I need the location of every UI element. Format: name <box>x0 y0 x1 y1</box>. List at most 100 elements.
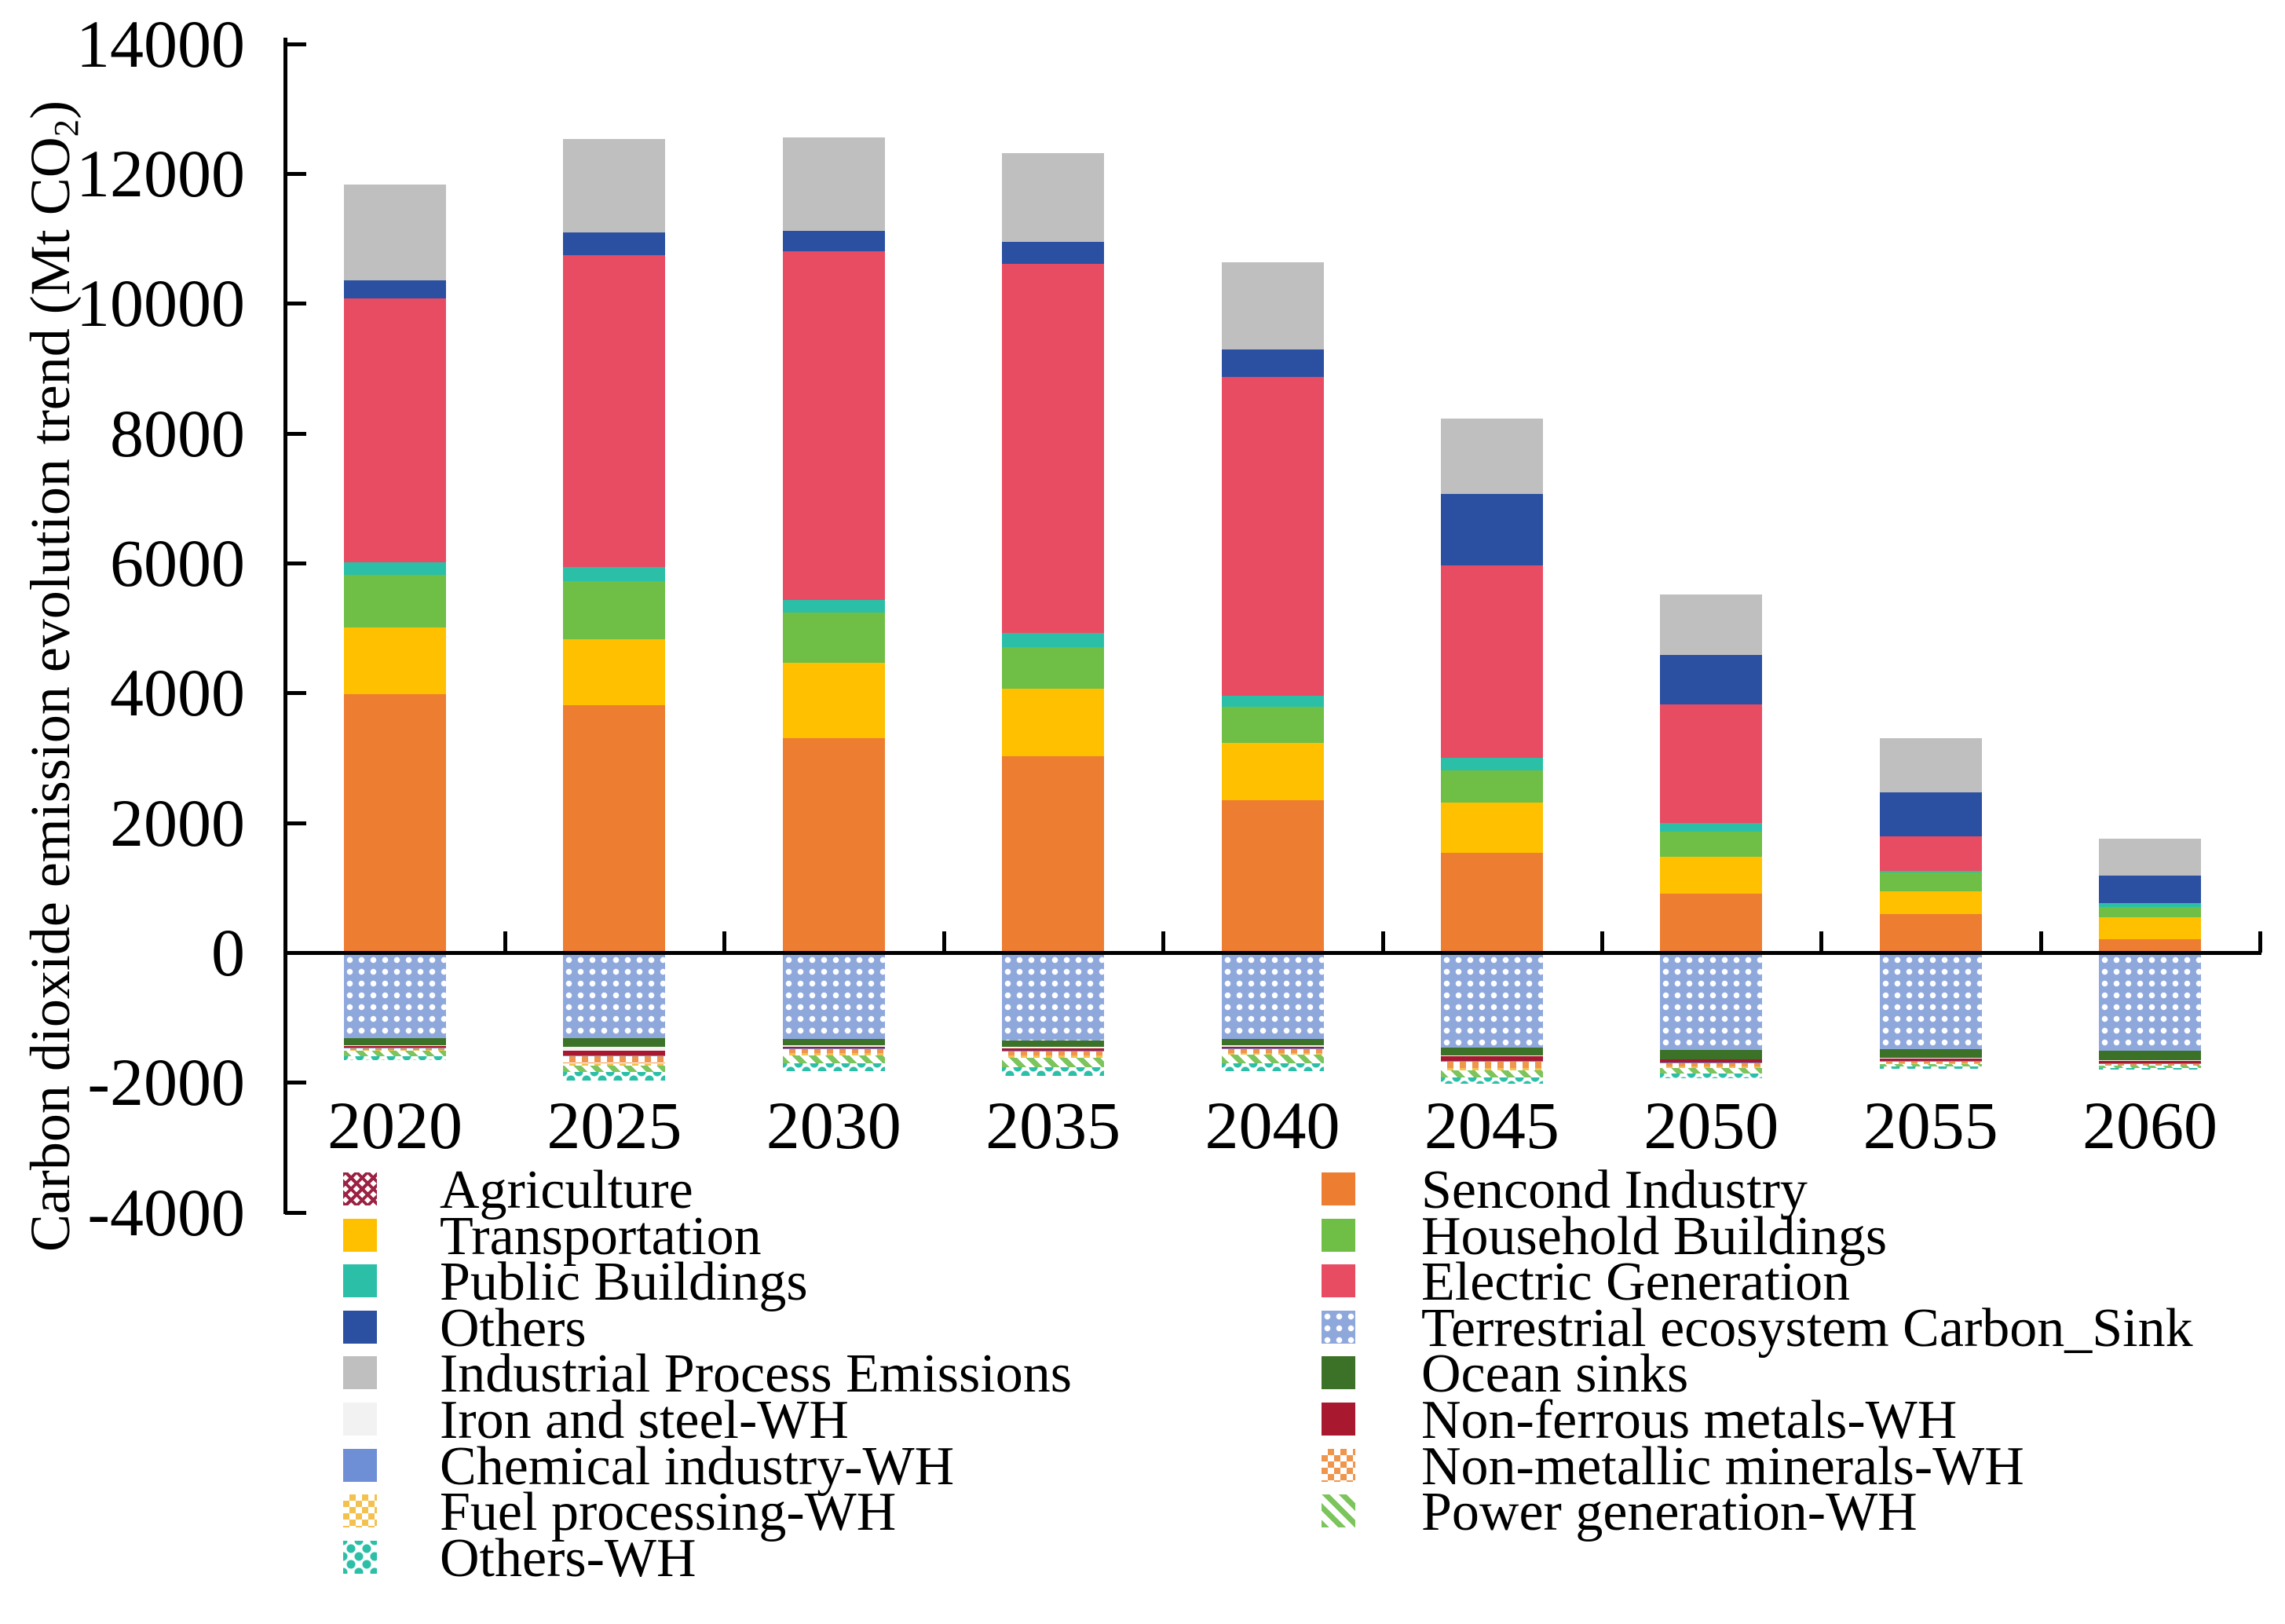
bar-segment-industrial_process-2055 <box>1880 738 1982 792</box>
bar-segment-nonmetallic_wh-2060 <box>2099 1064 2201 1066</box>
bar-segment-second_industry-2045 <box>1441 852 1543 953</box>
legend-label-nonferrous_wh: Non-ferrous metals-WH <box>1421 1390 1958 1450</box>
y-tick-0 <box>285 951 306 955</box>
y-tick-2000 <box>285 821 306 825</box>
x-tick-3 <box>1161 931 1166 953</box>
bar-segment-second_industry-2050 <box>1660 893 1762 953</box>
legend-label-terrestrial_sink: Terrestrial ecosystem Carbon_Sink <box>1421 1297 2193 1359</box>
bar-segment-second_industry-2020 <box>344 693 446 953</box>
bar-segment-nonmetallic_wh-2030 <box>783 1049 885 1054</box>
bar-segment-nonmetallic_wh-2020 <box>344 1048 446 1051</box>
legend-swatch-household_buildings <box>1322 1218 1355 1252</box>
bar-segment-others_wh-2040 <box>1222 1063 1324 1071</box>
bar-segment-ocean_sinks-2030 <box>783 1039 885 1045</box>
bar-segment-others-2025 <box>563 232 665 256</box>
bar-segment-others_wh-2020 <box>344 1056 446 1061</box>
bar-segment-ocean_sinks-2060 <box>2099 1051 2201 1060</box>
bar-segment-iron_steel_wh-2050 <box>1660 1059 1762 1060</box>
bar-segment-chemical_wh-2045 <box>1441 1061 1543 1063</box>
bar-segment-iron_steel_wh-2055 <box>1880 1057 1982 1059</box>
bar-segment-terrestrial_sink-2025 <box>563 954 665 1038</box>
bar-segment-household_buildings-2055 <box>1880 872 1982 892</box>
bar-segment-electric_generation-2050 <box>1660 704 1762 823</box>
legend-label-chemical_wh: Chemical industry-WH <box>440 1436 955 1497</box>
bar-segment-industrial_process-2045 <box>1441 418 1543 494</box>
y-axis-title-close-paren: ) <box>19 100 82 119</box>
bar-segment-household_buildings-2045 <box>1441 770 1543 803</box>
bar-segment-transportation-2035 <box>1002 689 1104 757</box>
y-tick-label-6000: 6000 <box>110 525 245 601</box>
bar-segment-public_buildings-2025 <box>563 566 665 582</box>
legend-label-power_wh: Power generation-WH <box>1421 1482 1918 1543</box>
legend-swatch-others <box>343 1310 377 1344</box>
bar-segment-industrial_process-2020 <box>344 185 446 281</box>
bar-segment-terrestrial_sink-2050 <box>1660 954 1762 1051</box>
bar-segment-nonmetallic_wh-2025 <box>563 1056 665 1063</box>
bar-segment-transportation-2060 <box>2099 917 2201 940</box>
bar-segment-public_buildings-2040 <box>1222 696 1324 707</box>
bar-segment-power_wh-2035 <box>1002 1057 1104 1068</box>
y-tick-label-14000: 14000 <box>76 5 245 82</box>
bar-segment-industrial_process-2060 <box>2099 838 2201 876</box>
bar-segment-household_buildings-2060 <box>2099 907 2201 918</box>
bar-segment-public_buildings-2050 <box>1660 822 1762 832</box>
y-axis-title-subscript: 2 <box>46 119 86 137</box>
legend-label-electric_generation: Electric Generation <box>1421 1252 1851 1313</box>
x-tick-6 <box>1819 931 1824 953</box>
bar-segment-others-2045 <box>1441 493 1543 566</box>
bar-segment-power_wh-2030 <box>783 1055 885 1064</box>
bar-segment-nonferrous_wh-2050 <box>1660 1059 1762 1063</box>
bar-segment-terrestrial_sink-2060 <box>2099 954 2201 1052</box>
bar-segment-terrestrial_sink-2030 <box>783 954 885 1040</box>
bar-segment-others_wh-2060 <box>2099 1067 2201 1070</box>
bar-segment-household_buildings-2035 <box>1002 646 1104 689</box>
legend-swatch-others_wh <box>343 1540 377 1574</box>
bar-segment-chemical_wh-2030 <box>783 1048 885 1050</box>
legend-swatch-agriculture <box>343 1172 377 1205</box>
bar-segment-fuel_wh-2040 <box>1222 1052 1324 1055</box>
bar-segment-nonferrous_wh-2030 <box>783 1046 885 1049</box>
legend-swatch-industrial_process <box>343 1356 377 1390</box>
legend-label-nonmetallic_wh: Non-metallic minerals-WH <box>1421 1436 2024 1497</box>
bar-segment-second_industry-2035 <box>1002 756 1104 953</box>
bar-segment-others_wh-2035 <box>1002 1067 1104 1077</box>
bar-segment-iron_steel_wh-2035 <box>1002 1046 1104 1048</box>
bar-segment-others_wh-2050 <box>1660 1073 1762 1078</box>
x-tick-2 <box>941 931 946 953</box>
legend-label-industrial_process: Industrial Process Emissions <box>440 1344 1072 1405</box>
bar-segment-household_buildings-2040 <box>1222 706 1324 743</box>
bar-segment-ocean_sinks-2045 <box>1441 1047 1543 1055</box>
y-tick-12000 <box>285 171 306 176</box>
bar-segment-electric_generation-2025 <box>563 255 665 567</box>
bar-segment-ocean_sinks-2020 <box>344 1038 446 1046</box>
x-tick-8 <box>2258 931 2262 953</box>
bar-segment-public_buildings-2020 <box>344 562 446 575</box>
bar-segment-nonferrous_wh-2020 <box>344 1046 446 1048</box>
bar-segment-public_buildings-2055 <box>1880 870 1982 873</box>
x-tick-label-2045: 2045 <box>1424 1088 1559 1163</box>
y-tick-label-4000: 4000 <box>110 655 245 731</box>
bar-segment-second_industry-2030 <box>783 738 885 953</box>
bar-segment-electric_generation-2040 <box>1222 376 1324 697</box>
legend-swatch-electric_generation <box>1322 1264 1355 1298</box>
bar-segment-others-2040 <box>1222 349 1324 377</box>
y-tick-8000 <box>285 431 306 436</box>
bar-segment-electric_generation-2020 <box>344 298 446 563</box>
bar-segment-electric_generation-2055 <box>1880 836 1982 871</box>
bar-segment-terrestrial_sink-2055 <box>1880 954 1982 1050</box>
bar-segment-power_wh-2045 <box>1441 1070 1543 1077</box>
bar-segment-iron_steel_wh-2030 <box>783 1044 885 1047</box>
y-tick-6000 <box>285 561 306 565</box>
bar-segment-nonmetallic_wh-2050 <box>1660 1063 1762 1066</box>
legend: Agriculture Transportation Public Building… <box>0 1154 2285 1624</box>
x-tick-label-2020: 2020 <box>327 1088 462 1163</box>
bar-segment-others_wh-2045 <box>1441 1077 1543 1084</box>
bar-segment-others-2055 <box>1880 792 1982 836</box>
bar-segment-fuel_wh-2030 <box>783 1053 885 1056</box>
bar-segment-iron_steel_wh-2025 <box>563 1046 665 1051</box>
x-tick-label-2035: 2035 <box>985 1088 1121 1163</box>
y-tick-10000 <box>285 302 306 306</box>
bar-segment-terrestrial_sink-2040 <box>1222 954 1324 1040</box>
bar-segment-household_buildings-2050 <box>1660 832 1762 858</box>
